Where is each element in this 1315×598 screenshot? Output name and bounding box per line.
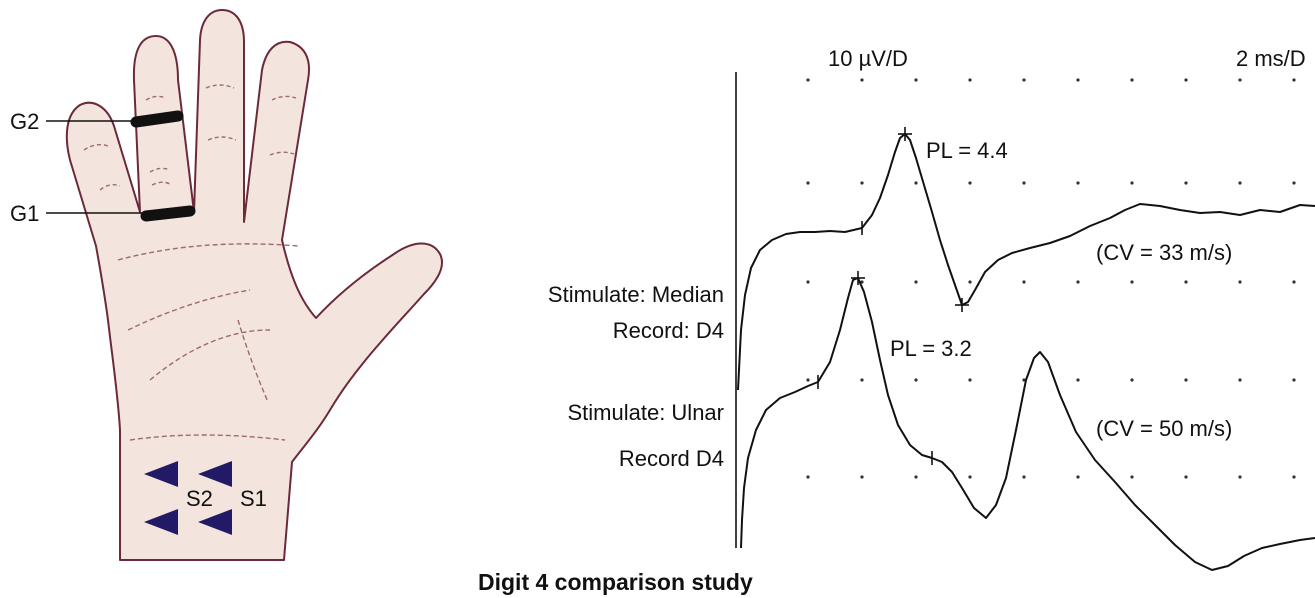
- figure-caption: Digit 4 comparison study: [478, 569, 753, 595]
- grid-dot: [1130, 378, 1134, 382]
- stim-arrow-icon: [144, 461, 178, 487]
- grid-dot: [914, 378, 918, 382]
- grid-dot: [968, 378, 972, 382]
- grid-dot: [1184, 378, 1188, 382]
- grid-dot: [860, 475, 864, 479]
- stim-arrow-icon: [144, 509, 178, 535]
- grid-dot: [1076, 181, 1080, 185]
- grid-dot: [1130, 78, 1134, 82]
- grid-dot: [1022, 181, 1026, 185]
- median-conduction-velocity-label: (CV = 33 m/s): [1096, 240, 1232, 265]
- grid-dot: [1184, 181, 1188, 185]
- grid-dot: [1076, 280, 1080, 284]
- ulnar-peak-latency-label: PL = 3.2: [890, 336, 972, 361]
- time-scale-label: 2 ms/D: [1236, 46, 1306, 71]
- grid-dot: [914, 475, 918, 479]
- median-trough-marker: [955, 298, 969, 312]
- median-record-label: Record: D4: [613, 318, 724, 343]
- grid-dot: [806, 78, 810, 82]
- stim-arrow-icon: [198, 509, 232, 535]
- stimulation-arrows: [144, 461, 232, 535]
- grid-dot: [968, 181, 972, 185]
- s1-label: S1: [240, 486, 267, 511]
- grid-dot: [914, 181, 918, 185]
- g1-label: G1: [10, 201, 39, 226]
- grid-dot: [1130, 475, 1134, 479]
- grid-dot: [806, 181, 810, 185]
- grid-dot: [1292, 181, 1296, 185]
- median-peak-latency-label: PL = 4.4: [926, 138, 1008, 163]
- g2-label: G2: [10, 109, 39, 134]
- grid-dot: [806, 280, 810, 284]
- grid-dot: [860, 378, 864, 382]
- latency-markers: [817, 127, 969, 465]
- grid-dot: [1184, 475, 1188, 479]
- grid-dot: [1292, 475, 1296, 479]
- grid-dots: [806, 78, 1296, 479]
- ulnar-record-label: Record D4: [619, 446, 724, 471]
- grid-dot: [1238, 475, 1242, 479]
- grid-dot: [1022, 475, 1026, 479]
- grid-dot: [806, 378, 810, 382]
- grid-dot: [1238, 181, 1242, 185]
- palm-creases: [117, 243, 299, 441]
- grid-dot: [1022, 378, 1026, 382]
- grid-dot: [1130, 181, 1134, 185]
- grid-dot: [1076, 78, 1080, 82]
- ulnar-stimulate-label: Stimulate: Ulnar: [567, 400, 724, 425]
- hand-outline: [65, 9, 443, 561]
- grid-dot: [1076, 378, 1080, 382]
- grid-dot: [1184, 280, 1188, 284]
- grid-dot: [1238, 280, 1242, 284]
- grid-dot: [968, 78, 972, 82]
- stim-arrow-icon: [198, 461, 232, 487]
- trace-panel: 10 µV/D 2 ms/D PL = 4.4 (CV = 33 m/s) PL…: [548, 46, 1315, 571]
- grid-dot: [860, 181, 864, 185]
- grid-dot: [968, 280, 972, 284]
- grid-dot: [1184, 78, 1188, 82]
- s2-label: S2: [186, 486, 213, 511]
- grid-dot: [1022, 78, 1026, 82]
- ulnar-peak-marker: [851, 271, 865, 285]
- ulnar-waveform-trace: [740, 277, 1315, 571]
- grid-dot: [860, 280, 864, 284]
- grid-dot: [806, 475, 810, 479]
- ulnar-conduction-velocity-label: (CV = 50 m/s): [1096, 416, 1232, 441]
- grid-dot: [1022, 280, 1026, 284]
- median-waveform-trace: [737, 133, 1315, 391]
- grid-dot: [1292, 78, 1296, 82]
- median-stimulate-label: Stimulate: Median: [548, 282, 724, 307]
- ring-electrode-g1: [140, 205, 196, 222]
- grid-dot: [914, 280, 918, 284]
- grid-dot: [1292, 280, 1296, 284]
- grid-dot: [1292, 378, 1296, 382]
- grid-dot: [1238, 78, 1242, 82]
- grid-dot: [1130, 280, 1134, 284]
- grid-dot: [1076, 475, 1080, 479]
- grid-dot: [968, 475, 972, 479]
- hand-illustration: G2 G1 S2 S1: [10, 9, 443, 561]
- amplitude-scale-label: 10 µV/D: [828, 46, 908, 71]
- ring-electrode-g2: [130, 110, 184, 128]
- grid-dot: [860, 78, 864, 82]
- median-peak-marker: [898, 127, 912, 141]
- grid-dot: [1238, 378, 1242, 382]
- finger-creases: [83, 84, 297, 191]
- grid-dot: [914, 78, 918, 82]
